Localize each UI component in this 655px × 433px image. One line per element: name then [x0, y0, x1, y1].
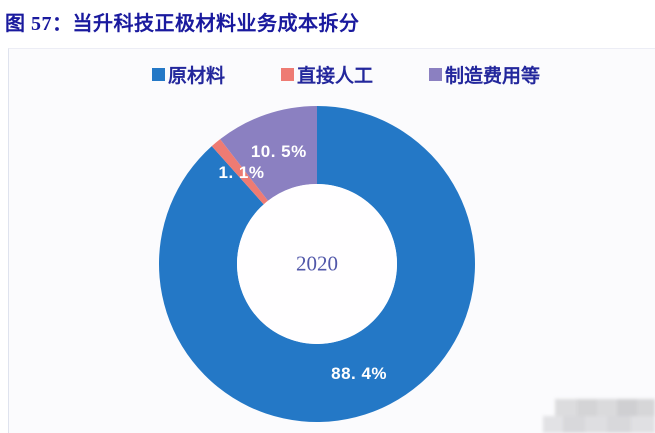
legend-item-raw-materials: 原材料	[151, 61, 225, 88]
slice-label-1: 1. 1%	[218, 163, 265, 183]
legend-swatch-manufacturing-cost	[429, 68, 442, 81]
legend-label-direct-labor: 直接人工	[296, 66, 373, 87]
chart-legend: 原材料 直接人工 制造费用等	[23, 61, 655, 88]
legend-item-direct-labor: 直接人工	[280, 61, 373, 88]
donut-slice-1	[211, 139, 268, 205]
donut-chart	[158, 106, 475, 422]
blurred-watermark-row	[543, 416, 655, 433]
blurred-watermark-row	[555, 399, 655, 416]
blurred-watermark	[543, 399, 655, 433]
slice-label-2: 10. 5%	[250, 142, 307, 162]
legend-label-manufacturing-cost: 制造费用等	[445, 66, 541, 87]
slice-label-0: 88. 4%	[331, 364, 388, 384]
figure-title-row: 图 57：当升科技正极材料业务成本拆分	[5, 7, 650, 41]
figure-title: 图 57：当升科技正极材料业务成本拆分	[5, 13, 360, 35]
donut-center-label: 2020	[296, 251, 338, 276]
chart-panel: 原材料 直接人工 制造费用等 2020	[8, 48, 655, 433]
donut-hole	[237, 184, 397, 344]
legend-swatch-direct-labor	[280, 68, 294, 81]
donut-slice-0	[158, 106, 475, 422]
donut-slice-2	[220, 106, 317, 201]
legend-item-manufacturing-cost: 制造费用等	[429, 61, 540, 88]
legend-swatch-raw-materials	[151, 68, 165, 81]
legend-label-raw-materials: 原材料	[167, 66, 225, 87]
